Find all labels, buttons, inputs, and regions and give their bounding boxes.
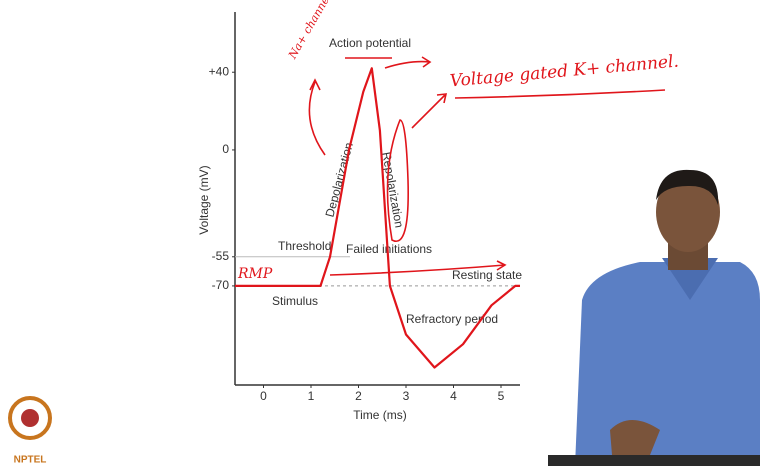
chart-title: Action potential — [329, 36, 411, 50]
lecture-frame: NPTEL Voltage (mV) Time (ms) Action pote… — [0, 0, 760, 466]
x-tick-label: 1 — [308, 389, 315, 403]
y-axis-title: Voltage (mV) — [197, 165, 211, 234]
y-tick-label: -70 — [212, 278, 230, 292]
y-tick-label: +40 — [209, 64, 230, 78]
annotation: Threshold — [278, 239, 331, 253]
x-tick-label: 3 — [403, 389, 410, 403]
y-tick-label: 0 — [222, 142, 229, 156]
x-axis-title: Time (ms) — [353, 408, 407, 422]
logo-text: NPTEL — [14, 455, 47, 466]
x-tick-label: 5 — [498, 389, 505, 403]
handwritten-note: Na+ channel. — [285, 0, 335, 62]
y-tick-label: -55 — [212, 249, 230, 263]
handwritten-note: Voltage gated K+ channel. — [449, 52, 680, 92]
x-tick-label: 0 — [260, 389, 267, 403]
annotation: Failed initiations — [346, 242, 432, 256]
x-tick-label: 4 — [450, 389, 457, 403]
x-tick-label: 2 — [355, 389, 362, 403]
handwritten-note: RMP — [237, 266, 273, 282]
logo: NPTEL — [10, 398, 50, 466]
speaker — [548, 170, 760, 466]
annotation: Resting state — [452, 268, 522, 282]
annotation: Stimulus — [272, 294, 318, 308]
